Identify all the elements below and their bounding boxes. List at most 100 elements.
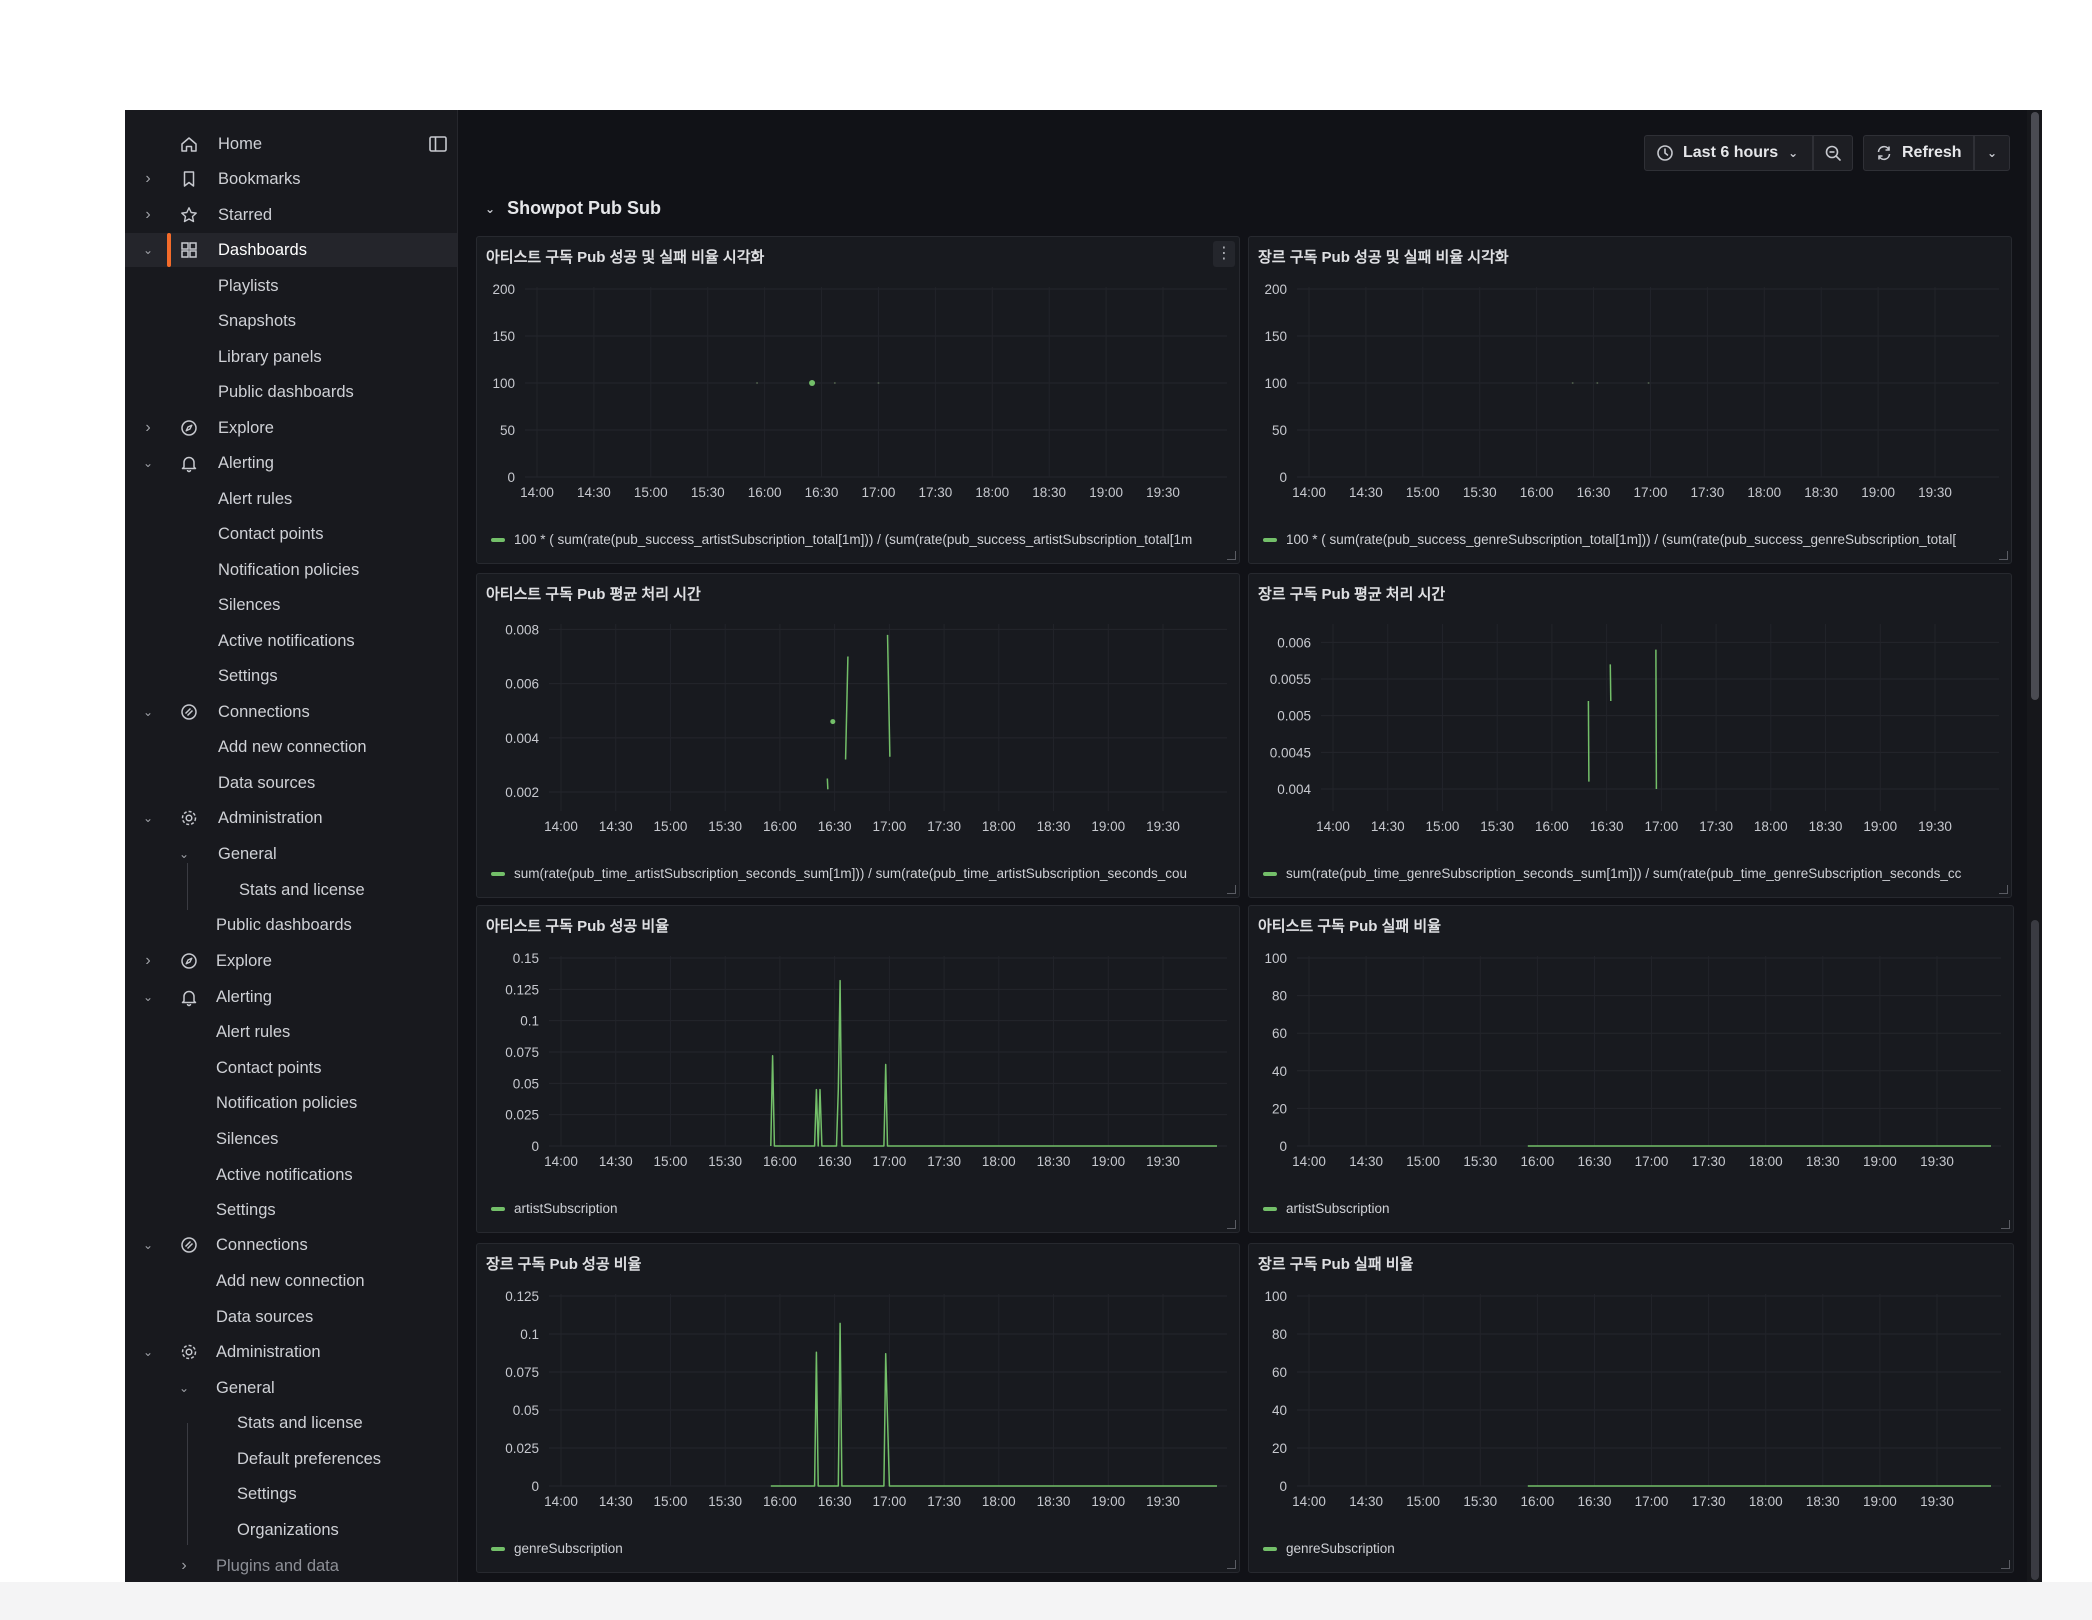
sidebar-item-default-preferences[interactable]: Default preferences (125, 1442, 457, 1476)
sidebar-item-notification-policies-2[interactable]: Notification policies (125, 1086, 457, 1120)
sidebar-item-add-new-connection[interactable]: Add new connection (125, 730, 457, 764)
panel-genre-time[interactable]: 장르 구독 Pub 평균 처리 시간 0.004 0.0045 0.005 0.0055… (1248, 573, 2012, 898)
chevron-down-icon[interactable]: ⌄ (178, 1381, 190, 1395)
chevron-down-icon[interactable]: ⌄ (142, 1238, 154, 1252)
sidebar-item-alert-rules[interactable]: Alert rules (125, 482, 457, 516)
sidebar-item-add-new-connection-2[interactable]: Add new connection (125, 1264, 457, 1298)
sidebar-item-playlists[interactable]: Playlists (125, 269, 457, 303)
panel-resize-handle[interactable] (1227, 885, 1236, 894)
sidebar-item-explore[interactable]: › Explore (125, 411, 457, 445)
chevron-down-icon[interactable]: ⌄ (142, 811, 154, 825)
x-tick-label: 15:30 (1463, 1154, 1497, 1169)
panel-artist-success[interactable]: 아티스트 구독 Pub 성공 비율 0 0.025 0.05 0.075 0.1 0.125… (476, 905, 1240, 1233)
sidebar-item-organizations[interactable]: Organizations (125, 1513, 457, 1547)
panel-title: 아티스트 구독 Pub 성공 비율 (486, 918, 670, 935)
panel-artist-fail[interactable]: 아티스트 구독 Pub 실패 비율 0 20 40 60 80 100 14:00 14:30 1… (1248, 905, 2014, 1233)
panel-resize-handle[interactable] (1999, 885, 2008, 894)
panel-resize-handle[interactable] (1227, 1560, 1236, 1569)
sidebar-item-dashboards[interactable]: ⌄ Dashboards (125, 233, 457, 267)
panel-legend[interactable]: sum(rate(pub_time_genreSubscription_seco… (1263, 866, 2003, 881)
sidebar-item-starred[interactable]: › Starred (125, 198, 457, 232)
panel-menu-button[interactable]: ⋮ (1213, 241, 1235, 267)
sidebar-item-public-dashboards[interactable]: Public dashboards (125, 375, 457, 409)
sidebar-item-settings[interactable]: Settings (125, 659, 457, 693)
panel-resize-handle[interactable] (2001, 1220, 2010, 1229)
sidebar-item-silences-2[interactable]: Silences (125, 1122, 457, 1156)
sidebar-item-snapshots[interactable]: Snapshots (125, 304, 457, 338)
time-range-picker[interactable]: Last 6 hours ⌄ (1644, 135, 1813, 171)
sidebar-item-alerting-2[interactable]: ⌄ Alerting (125, 980, 457, 1014)
sidebar-item-connections-2[interactable]: ⌄ Connections (125, 1228, 457, 1262)
sidebar-item-settings-2[interactable]: Settings (125, 1193, 457, 1227)
sidebar-item-stats-and-license[interactable]: Stats and license (125, 873, 457, 907)
x-tick-label: 14:30 (599, 819, 633, 834)
sidebar-item-alert-rules-2[interactable]: Alert rules (125, 1015, 457, 1049)
panel-resize-handle[interactable] (1227, 1220, 1236, 1229)
chevron-down-icon[interactable]: ⌄ (178, 847, 190, 861)
sidebar-item-settings-3[interactable]: Settings (125, 1477, 457, 1511)
chevron-right-icon[interactable]: › (145, 952, 151, 969)
y-tick-label: 0.006 (1277, 635, 1311, 650)
sidebar-item-alerting[interactable]: ⌄ Alerting (125, 446, 457, 480)
panel-resize-handle[interactable] (1999, 551, 2008, 560)
sidebar-item-administration[interactable]: ⌄ Administration (125, 801, 457, 835)
panel-artist-time[interactable]: 아티스트 구독 Pub 평균 처리 시간 0.002 0.004 0.006 0.008… (476, 573, 1240, 898)
sidebar-item-general-2[interactable]: ⌄ General (125, 1371, 457, 1405)
chevron-down-icon[interactable]: ⌄ (142, 456, 154, 470)
sidebar-item-connections[interactable]: ⌄ Connections (125, 695, 457, 729)
panel-legend[interactable]: genreSubscription (491, 1541, 1231, 1556)
refresh-interval-dropdown[interactable]: ⌄ (1974, 135, 2010, 171)
sidebar-item-contact-points[interactable]: Contact points (125, 517, 457, 551)
sidebar-item-public-dashboards-2[interactable]: Public dashboards (125, 908, 457, 942)
refresh-button[interactable]: Refresh (1863, 135, 1974, 171)
panel-resize-handle[interactable] (1227, 551, 1236, 560)
chevron-down-icon[interactable]: ⌄ (142, 1345, 154, 1359)
sidebar-item-notification-policies[interactable]: Notification policies (125, 553, 457, 587)
panel-legend[interactable]: genreSubscription (1263, 1541, 2005, 1556)
x-tick-label: 15:30 (1463, 485, 1497, 500)
dock-panel-icon[interactable] (428, 134, 448, 154)
zoom-out-button[interactable] (1813, 135, 1853, 171)
sidebar-item-data-sources-2[interactable]: Data sources (125, 1300, 457, 1334)
x-tick-label: 19:00 (1091, 1494, 1125, 1509)
chevron-right-icon[interactable]: › (181, 1557, 187, 1574)
panel-legend[interactable]: artistSubscription (1263, 1201, 2005, 1216)
x-tick-label: 18:00 (975, 485, 1009, 500)
sidebar-item-library-panels[interactable]: Library panels (125, 340, 457, 374)
sidebar-item-home[interactable]: Home (125, 127, 457, 161)
sidebar-item-plugins-and-data[interactable]: › Plugins and data (125, 1549, 457, 1582)
sidebar-item-stats-and-license-2[interactable]: Stats and license (125, 1406, 457, 1440)
panel-legend[interactable]: artistSubscription (491, 1201, 1231, 1216)
sidebar-item-bookmarks[interactable]: › Bookmarks (125, 162, 457, 196)
sidebar-item-administration-2[interactable]: ⌄ Administration (125, 1335, 457, 1369)
sidebar-item-label: Settings (218, 666, 278, 685)
scrollbar-thumb[interactable] (2031, 112, 2039, 700)
data-point (830, 719, 836, 725)
chevron-right-icon[interactable]: › (145, 206, 151, 223)
chevron-down-icon[interactable]: ⌄ (142, 243, 154, 257)
chevron-down-icon[interactable]: ⌄ (142, 990, 154, 1004)
chevron-right-icon[interactable]: › (145, 419, 151, 436)
chevron-right-icon[interactable]: › (145, 170, 151, 187)
sidebar-item-data-sources[interactable]: Data sources (125, 766, 457, 800)
panel-legend[interactable]: sum(rate(pub_time_artistSubscription_sec… (491, 866, 1231, 881)
panel-genre-rate[interactable]: 장르 구독 Pub 성공 및 실패 비율 시각화 0 50 100 150 200 14:0… (1248, 236, 2012, 564)
sidebar-item-contact-points-2[interactable]: Contact points (125, 1051, 457, 1085)
panel-artist-rate[interactable]: 아티스트 구독 Pub 성공 및 실패 비율 시각화 ⋮ 0 50 100 150 200 1… (476, 236, 1240, 564)
row-header[interactable]: ⌄ Showpot Pub Sub (485, 198, 661, 219)
sidebar-item-general[interactable]: ⌄ General (125, 837, 457, 871)
chevron-down-icon[interactable]: ⌄ (142, 705, 154, 719)
sidebar-item-explore-2[interactable]: › Explore (125, 944, 457, 978)
sidebar-item-active-notifications-2[interactable]: Active notifications (125, 1158, 457, 1192)
sidebar-item-active-notifications[interactable]: Active notifications (125, 624, 457, 658)
panel-resize-handle[interactable] (2001, 1560, 2010, 1569)
x-tick-label: 14:00 (1292, 1154, 1326, 1169)
panel-legend[interactable]: 100 * ( sum(rate(pub_success_artistSubsc… (491, 532, 1231, 547)
scrollbar-thumb-lower[interactable] (2031, 920, 2039, 1580)
gridlines (1297, 956, 2001, 1147)
panel-genre-fail[interactable]: 장르 구독 Pub 실패 비율 0 20 40 60 80 100 14:00 14:30 15:… (1248, 1243, 2014, 1573)
panel-genre-success[interactable]: 장르 구독 Pub 성공 비율 0 0.025 0.05 0.075 0.1 0.125 14… (476, 1243, 1240, 1573)
sidebar-item-silences[interactable]: Silences (125, 588, 457, 622)
y-tick-label: 0.1 (520, 1327, 539, 1342)
panel-legend[interactable]: 100 * ( sum(rate(pub_success_genreSubscr… (1263, 532, 2003, 547)
